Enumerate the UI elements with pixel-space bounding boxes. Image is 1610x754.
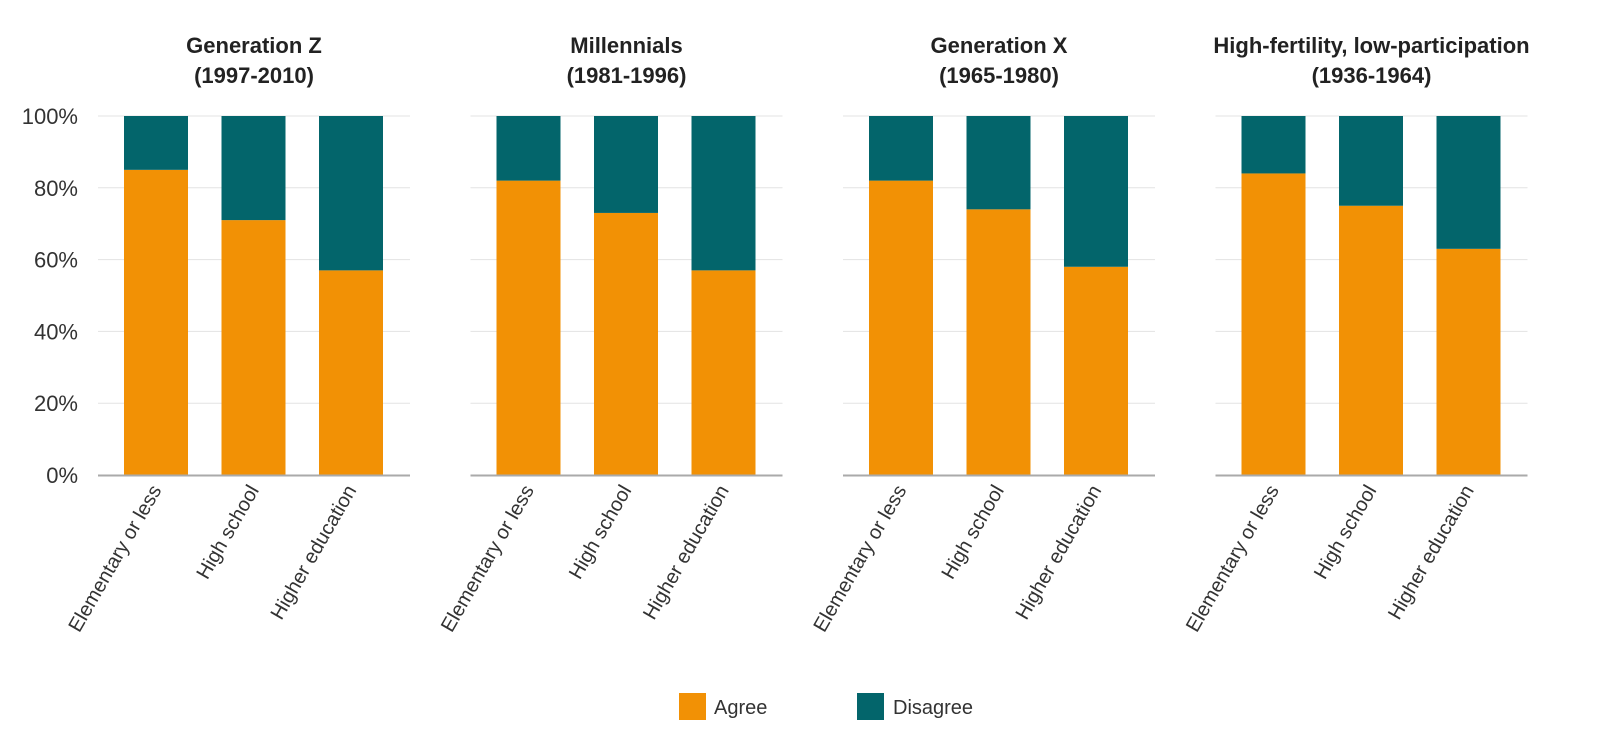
panel-subtitle: (1981-1996)	[567, 63, 687, 88]
x-tick-label: High school	[193, 482, 264, 584]
bar-agree	[1241, 173, 1306, 475]
bar-disagree	[869, 116, 933, 181]
y-tick-label: 80%	[34, 176, 78, 201]
bar-agree	[966, 209, 1031, 475]
x-tick-label: High school	[1310, 482, 1381, 584]
bar-agree	[1339, 205, 1403, 475]
bar-disagree	[1339, 116, 1403, 206]
x-tick-label: Higher education	[267, 482, 362, 624]
x-tick-label: High school	[565, 482, 636, 584]
bar-agree	[496, 180, 561, 475]
bar-disagree	[691, 116, 756, 271]
panel-title: Generation X	[931, 33, 1068, 58]
panel-subtitle: (1965-1980)	[939, 63, 1059, 88]
bar-agree	[594, 212, 658, 475]
y-tick-label: 40%	[34, 319, 78, 344]
bar-disagree	[966, 116, 1031, 210]
bar-agree	[691, 270, 756, 475]
legend-swatch-agree	[679, 693, 706, 720]
bar-disagree	[124, 116, 188, 170]
y-tick-label: 20%	[34, 391, 78, 416]
bar-agree	[1436, 248, 1501, 475]
bar-disagree	[1436, 116, 1501, 249]
y-tick-label: 60%	[34, 248, 78, 273]
bar-agree	[221, 220, 286, 475]
bar-agree	[319, 270, 383, 475]
x-tick-label: Higher education	[639, 482, 734, 624]
x-tick-label: Elementary or less	[437, 482, 539, 636]
x-tick-label: Elementary or less	[64, 482, 166, 636]
bar-disagree	[594, 116, 658, 213]
panel-title: Generation Z	[186, 33, 322, 58]
panel-subtitle: (1936-1964)	[1312, 63, 1432, 88]
bar-disagree	[1241, 116, 1306, 174]
bar-disagree	[319, 116, 383, 271]
legend-swatch-disagree	[857, 693, 884, 720]
bar-disagree	[221, 116, 286, 221]
x-tick-label: Elementary or less	[1182, 482, 1284, 636]
y-tick-label: 0%	[46, 463, 78, 488]
panel-subtitle: (1997-2010)	[194, 63, 314, 88]
bar-agree	[1064, 266, 1128, 475]
legend-label: Disagree	[893, 697, 973, 719]
x-tick-label: Higher education	[1384, 482, 1479, 624]
panel-title: High-fertility, low-participation	[1213, 33, 1529, 58]
panel-title: Millennials	[570, 33, 682, 58]
x-tick-label: Elementary or less	[809, 482, 911, 636]
x-tick-label: High school	[938, 482, 1009, 584]
bar-disagree	[1064, 116, 1128, 267]
legend-label: Agree	[714, 697, 767, 719]
x-tick-label: Higher education	[1012, 482, 1107, 624]
bar-disagree	[496, 116, 561, 181]
bar-agree	[869, 180, 933, 475]
bar-agree	[124, 169, 188, 475]
y-tick-label: 100%	[22, 104, 78, 129]
